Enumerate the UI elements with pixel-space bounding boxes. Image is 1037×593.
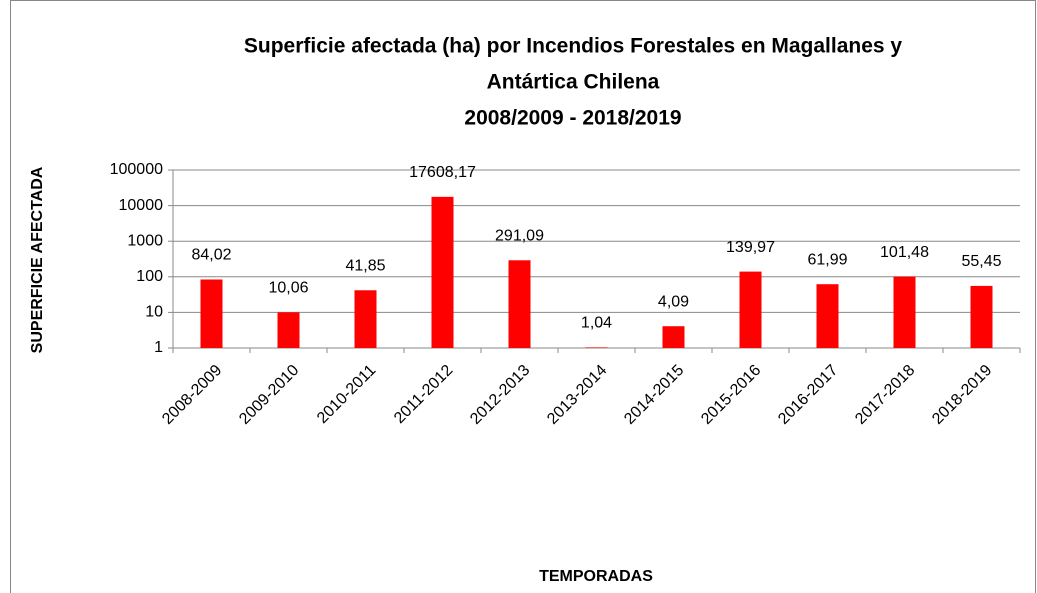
bar: [508, 260, 531, 348]
x-tick-label: 2016-2017: [775, 362, 841, 428]
x-tick-label: 2017-2018: [852, 362, 918, 428]
data-label: 61,99: [807, 251, 847, 268]
y-tick-label: 1: [154, 339, 163, 356]
data-label: 17608,17: [409, 164, 476, 181]
bar: [200, 279, 223, 348]
data-label: 139,97: [726, 239, 775, 256]
bar: [431, 196, 454, 348]
data-label: 291,09: [495, 227, 544, 244]
x-tick-label: 2012-2013: [467, 362, 533, 428]
x-tick-label: 2018-2019: [929, 362, 995, 428]
bar: [277, 312, 300, 348]
x-tick-label: 2008-2009: [159, 362, 225, 428]
chart-title: Superficie afectada (ha) por Incendios F…: [244, 35, 903, 58]
x-tick-label: 2015-2016: [698, 362, 764, 428]
y-tick-label: 10: [145, 304, 163, 321]
data-label: 1,04: [581, 315, 612, 332]
y-tick-label: 100000: [110, 161, 163, 178]
bar: [816, 284, 839, 348]
y-tick-label: 100: [136, 268, 163, 285]
chart-title: 2008/2009 - 2018/2019: [464, 107, 681, 130]
x-tick-label: 2013-2014: [544, 362, 610, 428]
data-label: 10,06: [268, 280, 308, 297]
x-tick-label: 2010-2011: [314, 362, 379, 427]
data-label: 4,09: [658, 293, 689, 310]
bar: [970, 285, 993, 348]
x-tick-label: 2009-2010: [236, 362, 302, 428]
data-label: 55,45: [961, 253, 1001, 270]
x-axis-title: TEMPORADAS: [539, 568, 653, 585]
data-label: 41,85: [345, 257, 385, 274]
x-tick-label: 2014-2015: [621, 362, 687, 428]
bar: [662, 326, 685, 348]
chart-frame: [10, 0, 1036, 593]
y-tick-label: 1000: [127, 232, 163, 249]
y-axis-title: SUPERFICIE AFECTADA: [29, 166, 46, 353]
data-label: 84,02: [191, 247, 231, 264]
chart-title: Antártica Chilena: [487, 71, 660, 94]
bar: [739, 271, 762, 348]
bar: [893, 276, 916, 348]
data-label: 101,48: [880, 244, 929, 261]
x-tick-label: 2011-2012: [391, 362, 456, 427]
y-tick-label: 10000: [119, 197, 164, 214]
bar: [354, 290, 377, 348]
bar: [585, 347, 608, 348]
